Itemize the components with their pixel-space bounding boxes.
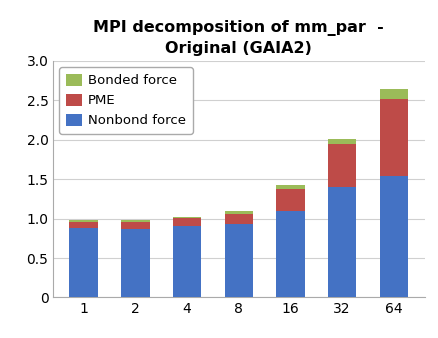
Bar bbox=[379, 176, 408, 297]
Bar bbox=[70, 222, 98, 228]
Bar bbox=[173, 226, 201, 297]
Bar bbox=[328, 187, 356, 297]
Legend: Bonded force, PME, Nonbond force: Bonded force, PME, Nonbond force bbox=[59, 68, 193, 134]
Bar bbox=[173, 218, 201, 226]
Title: MPI decomposition of mm_par  -
Original (GAIA2): MPI decomposition of mm_par - Original (… bbox=[93, 20, 384, 55]
Bar bbox=[121, 220, 149, 222]
Bar bbox=[70, 228, 98, 297]
Bar bbox=[276, 186, 304, 189]
Bar bbox=[328, 144, 356, 187]
Bar bbox=[121, 229, 149, 297]
Bar bbox=[173, 217, 201, 218]
Bar bbox=[328, 139, 356, 144]
Bar bbox=[225, 224, 253, 297]
Bar bbox=[276, 189, 304, 211]
Bar bbox=[379, 89, 408, 99]
Bar bbox=[379, 99, 408, 176]
Bar bbox=[225, 211, 253, 214]
Bar bbox=[276, 211, 304, 297]
Bar bbox=[121, 222, 149, 229]
Bar bbox=[225, 214, 253, 224]
Bar bbox=[70, 220, 98, 222]
